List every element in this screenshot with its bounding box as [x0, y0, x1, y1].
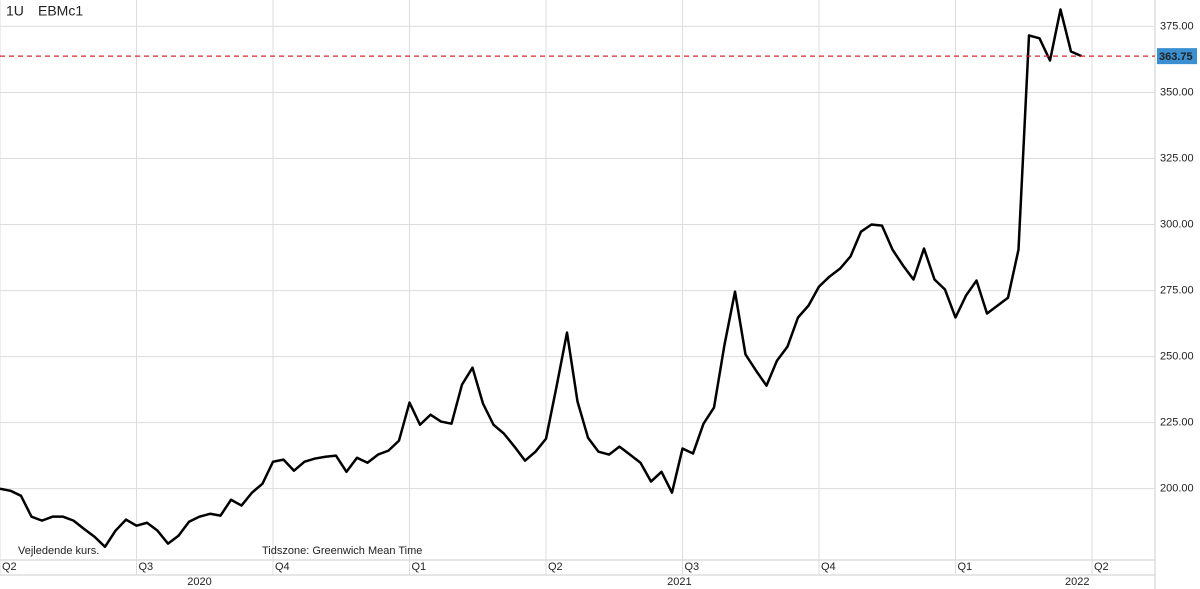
price-line — [0, 8, 1083, 549]
x-tick-label: Q2 — [2, 561, 17, 573]
x-tick-label: Q3 — [685, 561, 700, 573]
x-tick-label: Q2 — [1094, 561, 1109, 573]
x-tick-label: Q1 — [412, 561, 427, 573]
y-tick-label: 300.00 — [1160, 218, 1194, 230]
x-tick-label: Q4 — [275, 561, 290, 573]
footer-note: Vejledende kurs. — [18, 545, 99, 557]
y-tick-label: 250.00 — [1160, 351, 1194, 363]
last-price-box — [1157, 48, 1197, 65]
y-tick-label: 275.00 — [1160, 284, 1194, 296]
year-label: 2020 — [187, 576, 211, 588]
y-tick-label: 375.00 — [1160, 20, 1194, 32]
y-tick-label: 350.00 — [1160, 86, 1194, 98]
symbol: EBMc1 — [38, 3, 83, 19]
timezone: Tidszone: Greenwich Mean Time — [262, 545, 422, 557]
y-tick-label: 325.00 — [1160, 152, 1194, 164]
grid — [0, 0, 1155, 575]
x-tick-label: Q3 — [139, 561, 154, 573]
x-tick-label: Q4 — [821, 561, 836, 573]
x-tick-label: Q1 — [958, 561, 973, 573]
year-label: 2022 — [1065, 576, 1089, 588]
plot — [0, 8, 1155, 549]
y-tick-label: 200.00 — [1160, 483, 1194, 495]
x-tick-label: Q2 — [548, 561, 563, 573]
last-price-label: 363.75 — [1159, 51, 1193, 63]
interval: 1U — [6, 3, 24, 19]
year-label: 2021 — [667, 576, 691, 588]
y-tick-label: 225.00 — [1160, 417, 1194, 429]
